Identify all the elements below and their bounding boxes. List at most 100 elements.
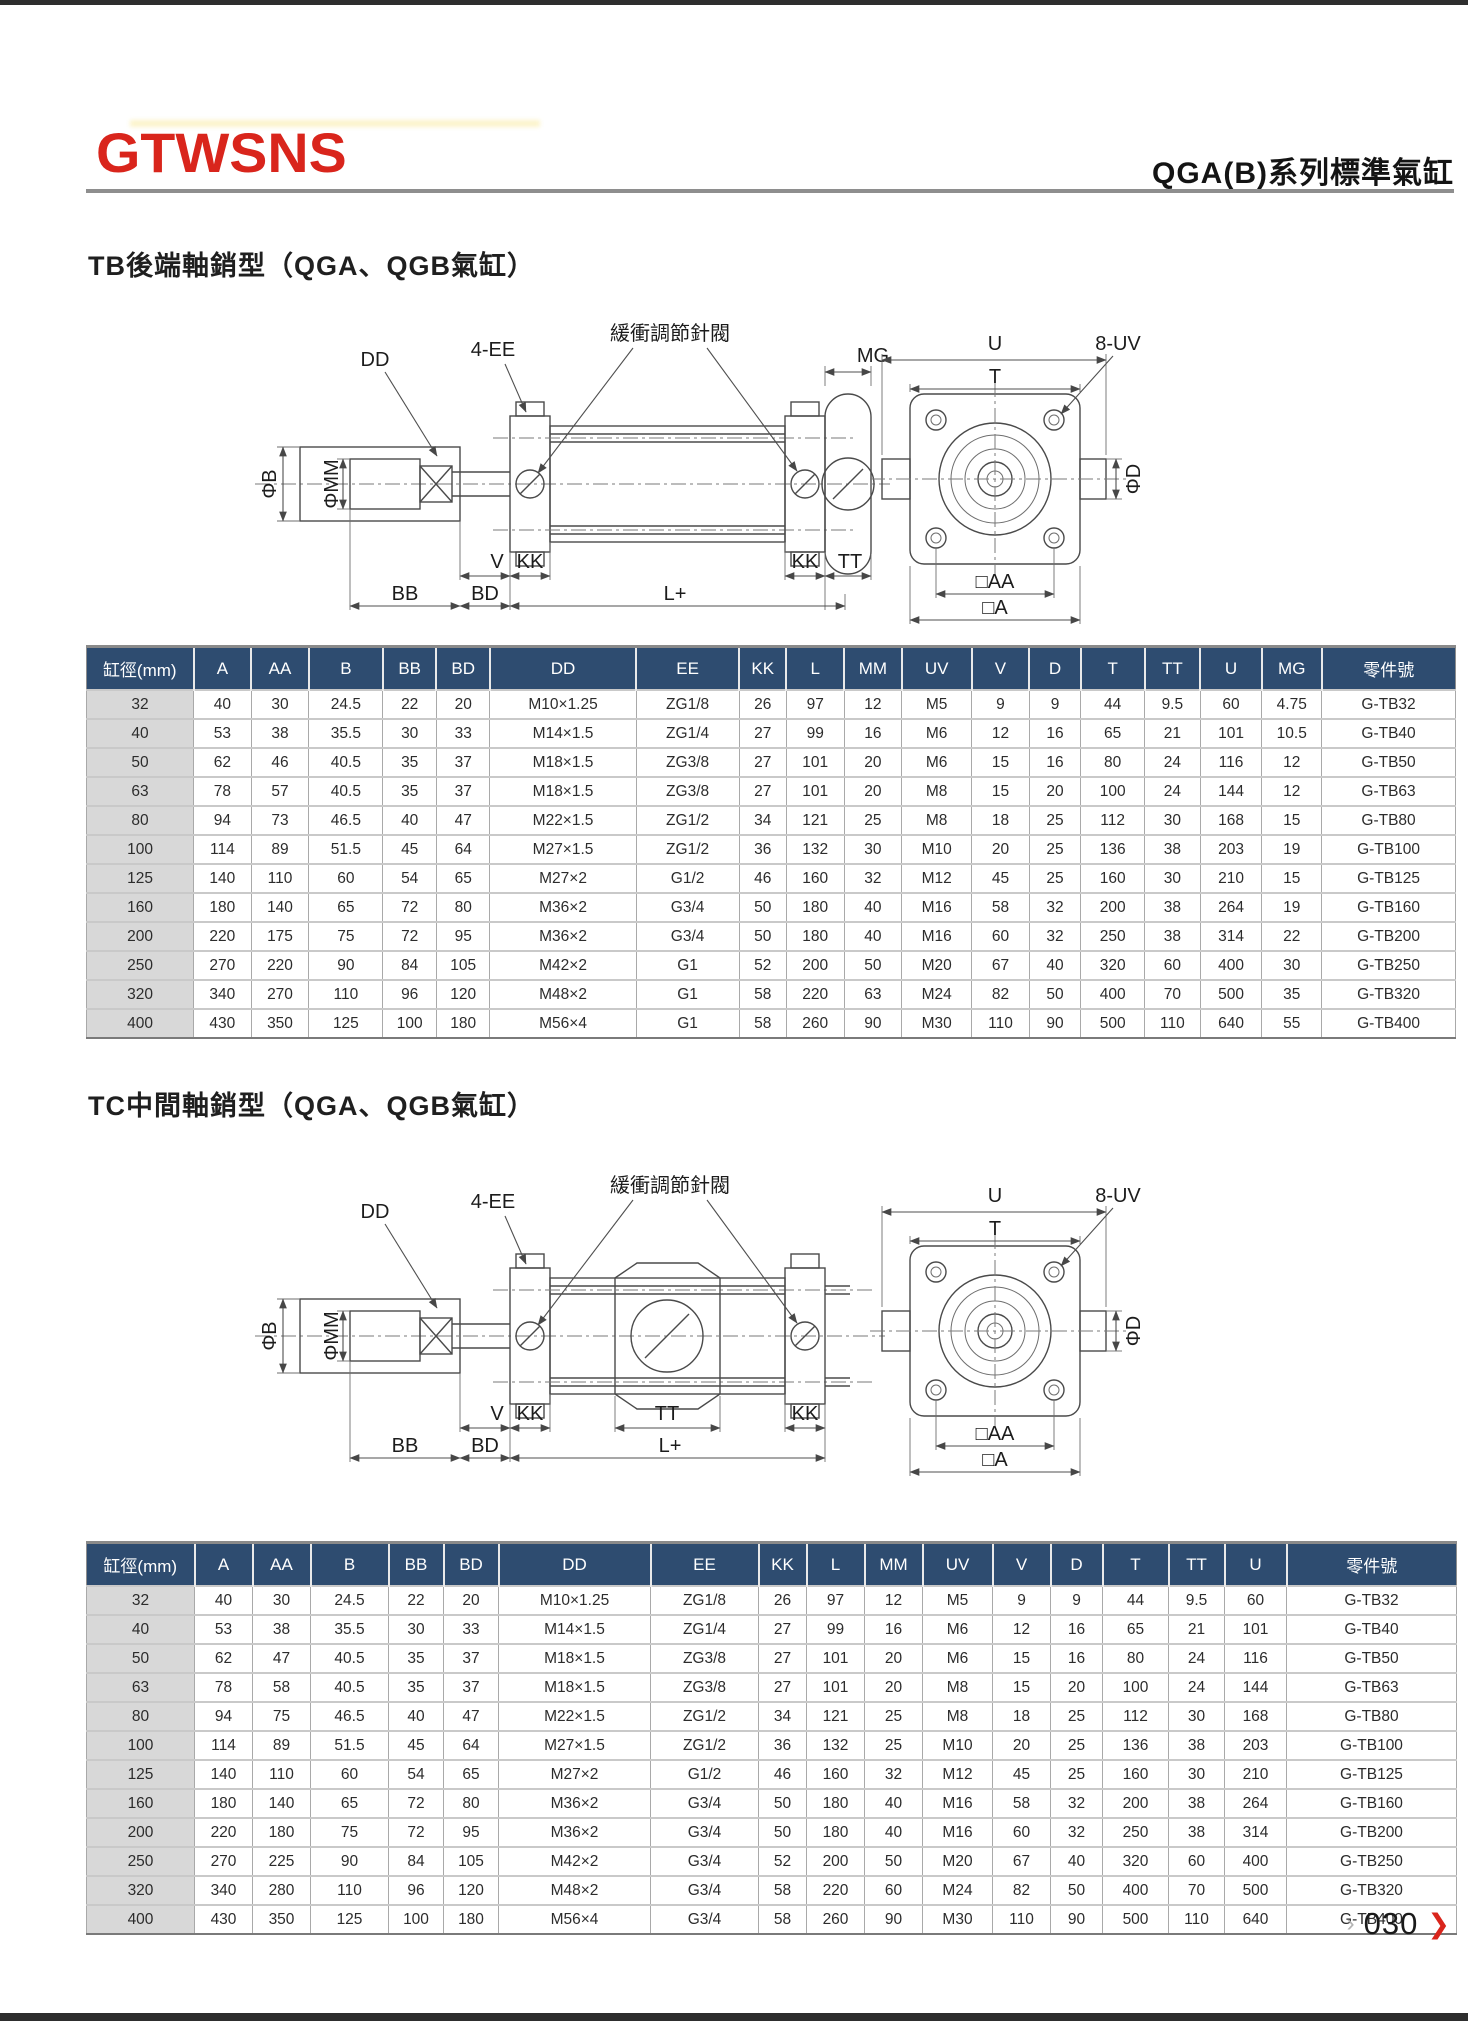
dimension-cell: 30 — [1144, 805, 1201, 836]
dimension-cell: 140 — [252, 1788, 311, 1819]
dimension-cell: G-TB320 — [1286, 1875, 1457, 1906]
dim-label-v: V — [490, 1403, 504, 1425]
table-row: 63 78 57 40.5 35 37 M18×1.5 ZG3/8 27 101 20 M8 15 20 1… — [85, 776, 1456, 807]
dimension-cell: M5 — [901, 689, 973, 720]
table-header-row: 缸徑(mm) A AA B BB BD DD EE KK L MM UV V D T TT U 零件號 — [86, 1542, 1457, 1586]
dimension-cell: 140 — [193, 863, 252, 894]
dimension-cell: 10.5 — [1261, 718, 1323, 749]
dimension-cell: 110 — [1168, 1904, 1225, 1935]
dimension-cell: 15 — [971, 747, 1030, 778]
trunnion-pin-eye — [630, 1299, 704, 1373]
dimension-cell: 40.5 — [308, 776, 384, 807]
dim-label-lplus: L+ — [664, 583, 687, 605]
dimension-cell: 30 — [382, 718, 437, 749]
bore-size-cell: 200 — [86, 1817, 195, 1848]
dimension-cell: 136 — [1080, 834, 1146, 865]
dimension-cell: 50 — [758, 1788, 807, 1819]
table-header-row: 缸徑(mm) A AA B BB BD DD EE KK L MM UV V D T TT U MG 零件號 — [86, 646, 1456, 690]
dimension-cell: 32 — [843, 863, 903, 894]
dimension-cell: 320 — [1102, 1846, 1169, 1877]
dimension-cell: 9.5 — [1144, 689, 1201, 720]
dimension-cell: 220 — [193, 921, 252, 952]
dimension-cell: 220 — [806, 1875, 865, 1906]
column-header: B — [307, 646, 383, 690]
dimension-cell: 65 — [435, 863, 491, 894]
dimension-cell: G3/4 — [650, 1788, 759, 1819]
dimension-cell: 32 — [1028, 921, 1082, 952]
dimension-cell: 44 — [1080, 689, 1146, 720]
pager-prev-icon[interactable]: › — [1346, 1910, 1355, 1937]
dimension-cell: M24 — [901, 979, 973, 1010]
dim-label-bd: BD — [471, 583, 499, 605]
dimension-cell: 180 — [785, 921, 845, 952]
dimension-cell: 38 — [1168, 1788, 1225, 1819]
dimension-cell: 64 — [435, 834, 491, 865]
dimension-cell: 52 — [738, 950, 787, 981]
dimension-cell: G1 — [635, 1008, 740, 1039]
dimension-cell: 12 — [971, 718, 1030, 749]
dimension-cell: 33 — [443, 1614, 499, 1645]
dimension-cell: 72 — [382, 892, 437, 923]
dimension-cell: G-TB32 — [1321, 689, 1456, 720]
dimension-cell: 270 — [250, 979, 310, 1010]
page-footer-pager: › 030 ❯ — [1347, 1906, 1450, 1942]
header-divider — [86, 189, 1454, 193]
column-header: V — [991, 1542, 1051, 1586]
pager-next-icon[interactable]: ❯ — [1427, 1908, 1450, 1939]
column-header: UV — [921, 1542, 993, 1586]
dimension-cell: 114 — [193, 834, 252, 865]
dimension-cell: 280 — [252, 1875, 311, 1906]
dimension-cell: 50 — [738, 921, 787, 952]
dimension-cell: G-TB50 — [1321, 747, 1456, 778]
dimension-cell: 32 — [1028, 892, 1082, 923]
dim-label-bd: BD — [471, 1435, 499, 1457]
dim-label-phi-d: ΦD — [1123, 1316, 1145, 1346]
dimension-cell: 20 — [843, 776, 903, 807]
dimension-cell: M16 — [922, 1817, 993, 1848]
dimension-cell: G-TB63 — [1286, 1672, 1457, 1703]
dimension-cell: 500 — [1199, 979, 1263, 1010]
dimension-cell: 210 — [1224, 1759, 1287, 1790]
tc-dimension-table: 缸徑(mm) A AA B BB BD DD EE KK L MM UV V D T TT U 零件號 32 40 30… — [86, 1541, 1457, 1935]
dimension-cell: G1 — [635, 950, 740, 981]
dimension-cell: 50 — [843, 950, 903, 981]
table-row: 80 94 75 46.5 40 47 M22×1.5 ZG1/2 34 121 25 M8 18 25 1… — [86, 1701, 1457, 1732]
bore-size-cell: 200 — [85, 921, 195, 952]
dimension-cell: 70 — [1168, 1875, 1225, 1906]
column-header: BB — [387, 1542, 444, 1586]
end-view: U T 8-UV ΦD □AA □A — [870, 1185, 1145, 1476]
dimension-cell: 22 — [1261, 921, 1323, 952]
dimension-cell: 203 — [1224, 1730, 1287, 1761]
dimension-cell: 400 — [1224, 1846, 1287, 1877]
dimension-cell: 82 — [971, 979, 1030, 1010]
column-header: DD — [497, 1542, 651, 1586]
dimension-cell: 160 — [1102, 1759, 1169, 1790]
dimension-cell: M6 — [901, 718, 973, 749]
dimension-cell: M22×1.5 — [489, 805, 637, 836]
dimension-cell: G-TB200 — [1286, 1817, 1457, 1848]
dimension-cell: 320 — [1080, 950, 1146, 981]
dimension-cell: ZG1/4 — [635, 718, 740, 749]
dimension-cell: 60 — [1168, 1846, 1225, 1877]
dimension-cell: 20 — [1050, 1672, 1103, 1703]
dimension-cell: 125 — [308, 1008, 384, 1039]
dimension-cell: 90 — [1050, 1904, 1103, 1935]
dimension-cell: G3/4 — [650, 1875, 759, 1906]
table-row: 400 430 350 125 100 180 M56×4 G3/4 58 260 90 M30 110… — [86, 1904, 1457, 1935]
column-header: L — [805, 1542, 865, 1586]
dim-label-lplus: L+ — [659, 1435, 682, 1457]
column-header: B — [309, 1542, 389, 1586]
dimension-cell: 19 — [1261, 834, 1323, 865]
dimension-cell: 22 — [382, 689, 437, 720]
dimension-cell: M5 — [922, 1585, 993, 1616]
end-view: U T 8-UV ΦD □AA □A — [870, 333, 1145, 624]
dimension-cell: 80 — [443, 1788, 499, 1819]
dimension-cell: 40 — [864, 1817, 923, 1848]
dimension-cell: 16 — [843, 718, 903, 749]
dim-label-u: U — [988, 333, 1002, 355]
dimension-cell: 40 — [194, 1585, 253, 1616]
bore-size-cell: 80 — [86, 1701, 195, 1732]
column-header: L — [785, 646, 845, 690]
dimension-cell: 27 — [738, 718, 787, 749]
dimension-cell: 99 — [806, 1614, 865, 1645]
